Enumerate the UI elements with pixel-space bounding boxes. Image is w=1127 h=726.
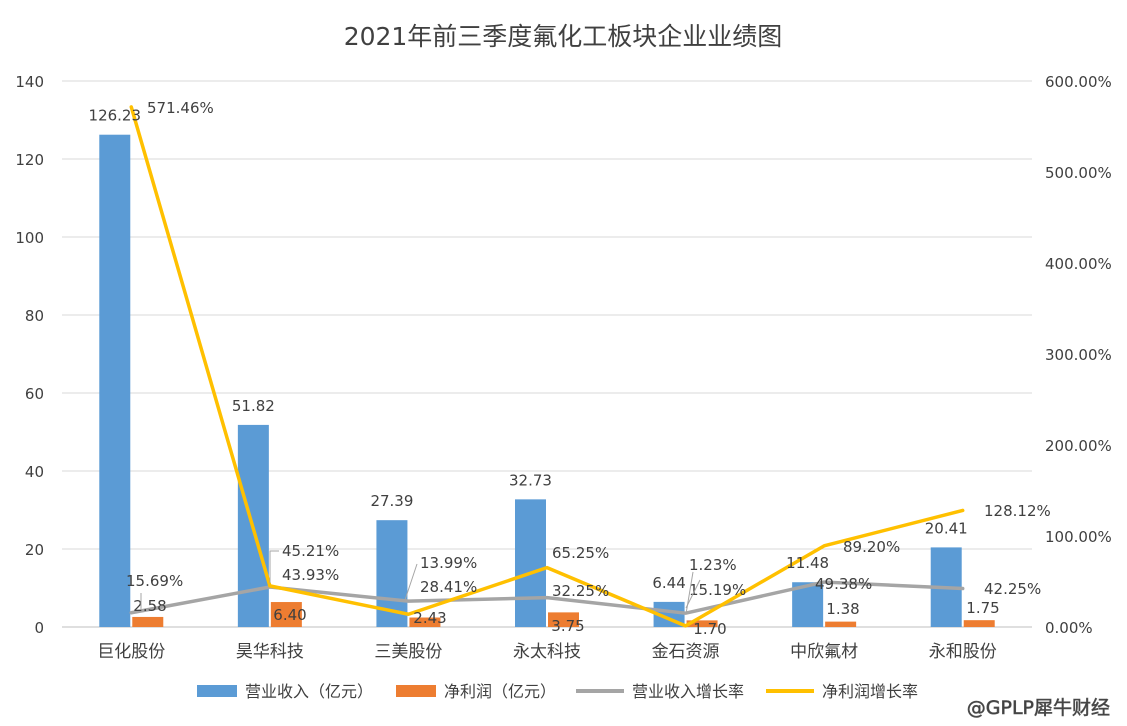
profit-label: 2.58 (133, 597, 166, 615)
legend-swatch (396, 685, 436, 697)
left-tick-label: 0 (34, 619, 44, 637)
right-tick-label: 500.00% (1045, 164, 1112, 182)
profit-bar (548, 612, 579, 627)
revenue-label: 27.39 (370, 492, 413, 510)
legend-swatch (197, 685, 237, 697)
revenue-growth-label: 43.93% (282, 566, 339, 584)
revenue-growth-label: 15.69% (126, 572, 183, 590)
data-labels: 126.23 51.82 27.39 32.73 6.44 11.48 20.41 2.58 6… (89, 99, 1051, 638)
revenue-growth-label: 42.25% (984, 580, 1041, 598)
right-axis: 0.00% 100.00% 200.00% 300.00% 400.00% 500.00%… (1045, 73, 1112, 637)
revenue-label: 20.41 (925, 519, 968, 537)
revenue-bar (515, 499, 546, 627)
category-label: 昊华科技 (236, 642, 304, 662)
leader-line (269, 550, 279, 583)
gridlines (62, 80, 1032, 628)
category-label: 三美股份 (374, 642, 442, 662)
leader-line (404, 563, 418, 601)
revenue-label: 6.44 (652, 574, 685, 592)
revenue-growth-label: 15.19% (689, 581, 746, 599)
lines (129, 105, 965, 628)
watermark: @GPLP犀牛财经 (967, 697, 1110, 719)
legend-label: 净利润（亿元） (444, 682, 556, 701)
left-tick-label: 120 (15, 151, 44, 169)
profit-bar (132, 616, 164, 627)
revenue-growth-label: 49.38% (815, 575, 872, 593)
left-tick-label: 100 (15, 229, 44, 247)
profit-label: 1.75 (966, 599, 999, 617)
left-tick-label: 40 (25, 463, 44, 481)
profit-label: 1.38 (826, 600, 859, 618)
profit-growth-label: 13.99% (420, 554, 477, 572)
profit-growth-line (129, 105, 965, 628)
profit-growth-label: 128.12% (984, 502, 1051, 520)
profit-growth-label: 571.46% (147, 99, 214, 117)
legend: 营业收入（亿元） 净利润（亿元） 营业收入增长率 净利润增长率 (197, 682, 918, 701)
profit-bar (825, 621, 857, 627)
profit-growth-label: 89.20% (843, 538, 900, 556)
revenue-label: 11.48 (786, 554, 829, 572)
profit-growth-label: 1.23% (689, 556, 737, 574)
category-label: 永太科技 (513, 642, 581, 662)
profit-bar (963, 620, 995, 627)
category-label: 永和股份 (929, 642, 997, 662)
legend-label: 营业收入（亿元） (245, 682, 373, 701)
revenue-growth-label: 32.25% (552, 582, 609, 600)
right-tick-label: 600.00% (1045, 73, 1112, 91)
category-label: 巨化股份 (97, 642, 165, 662)
left-tick-label: 140 (15, 73, 44, 91)
category-axis: 巨化股份 昊华科技 三美股份 永太科技 金石资源 中欣氟材 永和股份 (97, 642, 996, 662)
profit-bar (270, 602, 302, 627)
legend-label: 营业收入增长率 (632, 682, 744, 701)
revenue-label: 126.23 (89, 107, 142, 125)
profit-bar (409, 617, 441, 627)
profit-bar (686, 620, 718, 627)
leader-line (685, 571, 694, 615)
profit-growth-label: 65.25% (552, 544, 609, 562)
right-tick-label: 100.00% (1045, 528, 1112, 546)
left-tick-label: 60 (25, 385, 44, 403)
revenue-label: 51.82 (232, 397, 275, 415)
right-tick-label: 0.00% (1045, 619, 1093, 637)
category-label: 中欣氟材 (790, 642, 858, 662)
leader-line (685, 579, 701, 609)
profit-label: 2.43 (413, 609, 446, 627)
right-tick-label: 400.00% (1045, 255, 1112, 273)
category-label: 金石资源 (652, 642, 720, 662)
revenue-bar (99, 134, 131, 627)
revenue-growth-label: 28.41% (420, 578, 477, 596)
revenue-label: 32.73 (509, 471, 552, 489)
left-tick-label: 80 (25, 307, 44, 325)
profit-label: 1.70 (693, 620, 726, 638)
chart-title: 2021年前三季度氟化工板块企业业绩图 (344, 22, 783, 51)
profit-label: 3.75 (551, 617, 584, 635)
left-axis: 0 20 40 60 80 100 120 140 (15, 73, 44, 637)
legend-label: 净利润增长率 (822, 682, 918, 701)
profit-growth-label: 45.21% (282, 542, 339, 560)
left-tick-label: 20 (25, 541, 44, 559)
right-tick-label: 300.00% (1045, 346, 1112, 364)
profit-label: 6.40 (273, 606, 306, 624)
right-tick-label: 200.00% (1045, 437, 1112, 455)
